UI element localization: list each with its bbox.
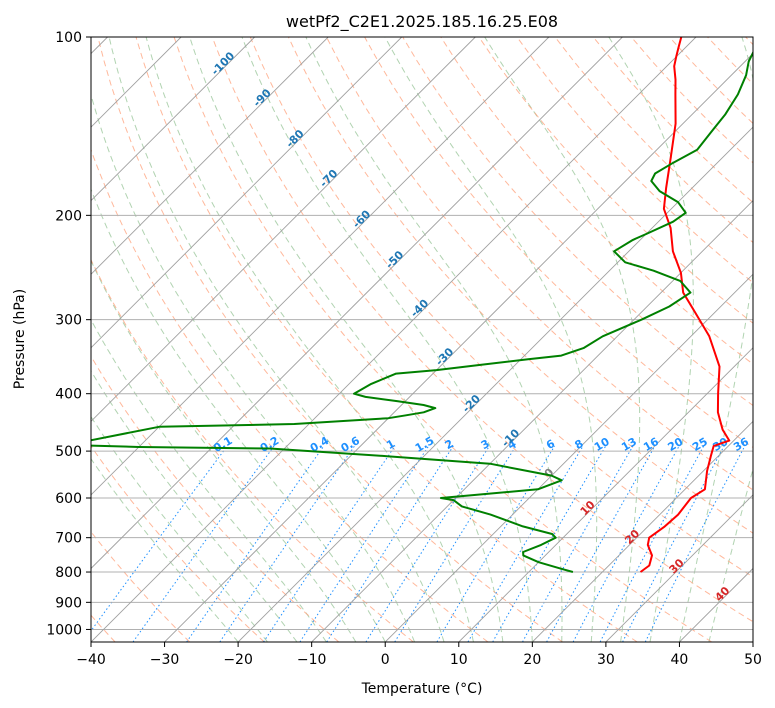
y-tick-label: 800 — [55, 565, 82, 581]
isotherm-line — [311, 200, 753, 642]
isotherm-line — [532, 420, 753, 642]
isotherm-lines — [91, 37, 753, 642]
y-tick-label: 100 — [55, 30, 82, 46]
isotherm-line — [91, 37, 623, 570]
x-tick-label: 20 — [523, 652, 541, 668]
x-tick-label: −10 — [297, 652, 327, 668]
dry-adiabats — [91, 37, 753, 642]
y-tick-label: 500 — [55, 444, 82, 460]
x-tick-label: 30 — [597, 652, 615, 668]
mixing-ratio-line — [467, 445, 584, 642]
isotherm-line — [91, 37, 255, 202]
moist-adiabat — [484, 37, 641, 642]
dry-adiabat — [97, 37, 563, 642]
dry-adiabat — [211, 37, 753, 623]
profile-series — [91, 37, 753, 573]
mixing-ratio-line — [132, 445, 275, 642]
moist-adiabat — [91, 259, 357, 642]
y-tick-label: 400 — [55, 387, 82, 403]
isotherm-line — [91, 37, 550, 496]
y-axis: 100 200 300 400 500 600 700 800 900 1000 — [46, 30, 91, 638]
mixing-ratio-line — [546, 445, 656, 642]
x-tick-label: 40 — [671, 652, 689, 668]
moist-adiabat — [708, 467, 753, 642]
mixing-ratio-line — [219, 445, 356, 642]
y-tick-label: 1000 — [46, 622, 82, 638]
moist-adiabat — [305, 37, 563, 642]
isotherm-line — [164, 52, 753, 642]
x-tick-label: −40 — [76, 652, 106, 668]
moist-adiabat — [189, 37, 504, 642]
plot-area: 0.1 0.2 0.4 0.6 1 1.5 2 3 4 6 8 10 13 16 20 25 30 36-100-… — [91, 37, 753, 642]
mixing-ratio-line — [186, 445, 325, 642]
moist-adiabat — [678, 37, 753, 642]
x-tick-label: 10 — [450, 652, 468, 668]
isobar-gridlines — [91, 37, 753, 630]
moist-adiabat — [91, 318, 327, 642]
y-tick-label: 200 — [55, 208, 82, 224]
x-tick-label: −30 — [150, 652, 180, 668]
dry-adiabat — [287, 37, 753, 534]
moist-adiabat — [108, 37, 445, 642]
mixing-ratio-line — [326, 445, 454, 642]
mixing-ratio-line — [299, 445, 430, 642]
plot-frame — [90, 36, 754, 643]
isotherm-line — [384, 273, 753, 642]
y-tick-label: 600 — [55, 491, 82, 507]
y-tick-label: 700 — [55, 531, 82, 547]
mixing-ratio-line — [644, 445, 746, 642]
x-tick-label: 0 — [381, 652, 390, 668]
x-tick-label: −20 — [223, 652, 253, 668]
dry-adiabat — [249, 37, 753, 578]
y-axis-label: Pressure (hPa) — [12, 289, 28, 389]
y-tick-label: 300 — [55, 313, 82, 329]
moist-adiabat — [241, 37, 533, 642]
moist-adiabat — [91, 188, 386, 642]
moist-adiabat — [91, 369, 298, 642]
isotherm-line — [91, 37, 697, 642]
moist-adiabat — [384, 37, 598, 642]
dry-adiabat — [326, 37, 753, 491]
isotherm-line — [605, 494, 753, 642]
mixing-ratio-line — [263, 445, 396, 642]
mixing-ratio-line — [522, 445, 634, 642]
moist-adiabat — [91, 457, 239, 642]
isotherm-line — [91, 37, 329, 275]
moist-adiabat — [608, 37, 694, 642]
mixing-ratio-line — [365, 445, 490, 642]
moist-adiabat — [145, 37, 474, 642]
y-tick-label: 900 — [55, 595, 82, 611]
dry-adiabat — [135, 37, 638, 642]
isotherm-line — [237, 126, 753, 642]
dry-adiabat — [91, 445, 265, 642]
x-axis: −40 −30 −20 −10 0 10 20 30 40 50 — [76, 642, 762, 668]
moist-adiabats — [91, 37, 753, 642]
isotherm-line — [91, 37, 476, 422]
dry-adiabat — [173, 37, 713, 642]
x-tick-label: 50 — [744, 652, 762, 668]
mixing-ratio-line — [622, 445, 725, 642]
dry-adiabat — [91, 355, 340, 642]
temperature-profile-line — [639, 37, 731, 573]
isotherm-line — [91, 37, 403, 349]
x-axis-label: Temperature (°C) — [361, 681, 483, 697]
isotherm-line — [458, 347, 753, 642]
chart-title: wetPf2_C2E1.2025.185.16.25.E08 — [286, 12, 558, 32]
dry-adiabat — [91, 258, 414, 642]
moist-adiabat — [91, 415, 268, 642]
dewpoint-profile-line — [91, 50, 753, 573]
